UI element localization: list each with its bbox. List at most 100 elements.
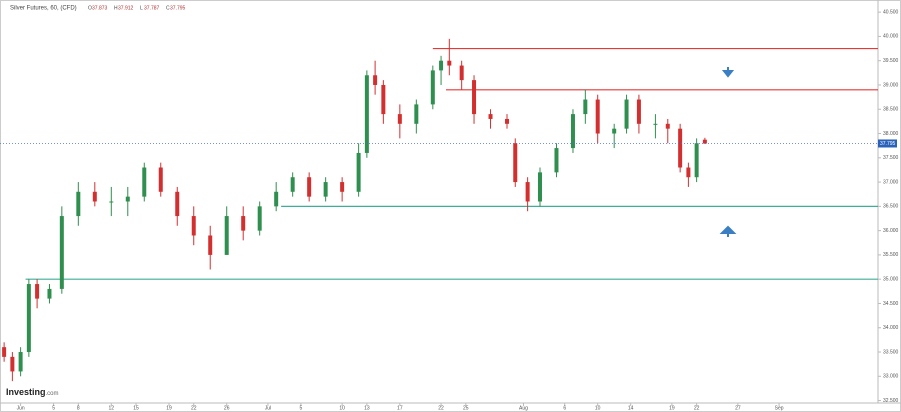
candle-body <box>694 143 699 178</box>
candle-body <box>430 70 435 105</box>
candle-body <box>224 216 229 255</box>
y-tick-label: 39.500 <box>883 58 899 64</box>
y-tick-label: 37.000 <box>883 179 899 185</box>
candle-body <box>191 216 196 236</box>
candle-body <box>10 356 15 372</box>
x-tick-label: 19 <box>669 405 675 411</box>
chart-title: Silver Futures, 60, (CFD) <box>10 6 77 12</box>
candle-body <box>583 99 588 115</box>
x-tick-label: 25 <box>463 405 469 411</box>
candle-body <box>636 99 641 124</box>
x-tick-label: Sep <box>775 405 784 411</box>
y-tick-label: 37.500 <box>883 155 899 161</box>
ohlc-value: 37.795 <box>170 5 186 11</box>
candle-body <box>373 75 378 85</box>
candle-body <box>364 75 369 153</box>
candle-body <box>158 167 163 192</box>
y-tick-label: 40.500 <box>883 9 899 15</box>
candle-body <box>241 216 246 231</box>
brand-name: Investing <box>6 387 46 397</box>
x-tick-label: Aug <box>519 405 528 411</box>
x-tick-label: 14 <box>628 405 634 411</box>
down-arrow <box>721 67 735 78</box>
candle-body <box>612 128 617 134</box>
y-tick-label: 35.000 <box>883 277 899 283</box>
ohlc-key: L <box>140 5 143 11</box>
x-tick-label: 15 <box>133 405 139 411</box>
candle-body <box>414 104 419 124</box>
candle-body <box>257 206 262 231</box>
candle-body <box>537 172 542 202</box>
ohlc-key: C <box>166 5 170 11</box>
candle-body <box>513 143 518 183</box>
ohlc-key: H <box>114 5 118 11</box>
candle-body <box>624 99 629 129</box>
last-price-label: 37.795 <box>880 141 896 147</box>
ohlc-value: 37.912 <box>118 5 134 11</box>
y-tick-label: 33.500 <box>883 349 899 355</box>
candle-body <box>323 182 328 197</box>
candle-body <box>47 288 52 299</box>
y-tick-label: 34.500 <box>883 301 899 307</box>
x-tick-label: 5 <box>300 405 303 411</box>
x-tick-label: 12 <box>109 405 115 411</box>
candle-body <box>2 347 7 357</box>
y-tick-label: 40.000 <box>883 34 899 40</box>
candle-body <box>18 352 23 372</box>
y-tick-label: 33.000 <box>883 374 899 380</box>
x-tick-label: 10 <box>339 405 345 411</box>
candle-body <box>554 148 559 173</box>
y-tick-label: 36.500 <box>883 204 899 210</box>
x-tick-label: 22 <box>191 405 197 411</box>
candle-body <box>459 65 464 81</box>
candle-body <box>472 80 477 115</box>
x-tick-label: 17 <box>397 405 403 411</box>
candle-body <box>356 152 361 192</box>
candle-body <box>447 60 452 66</box>
candle-body <box>26 284 31 353</box>
x-tick-label: 19 <box>166 405 172 411</box>
ohlc-value: 37.873 <box>92 5 108 11</box>
x-tick-label: Jul <box>265 405 271 411</box>
plot <box>2 38 878 382</box>
x-tick-label: 10 <box>595 405 601 411</box>
y-tick-label: 38.000 <box>883 131 899 137</box>
candle-body <box>35 284 40 299</box>
ohlc-value: 37.787 <box>144 5 160 11</box>
candle-body <box>175 191 180 217</box>
candle-body <box>488 114 493 119</box>
x-tick-label: Jun <box>17 405 25 411</box>
candle-body <box>678 128 683 168</box>
candle-body <box>290 177 295 192</box>
candle-body <box>274 191 279 207</box>
candle-body <box>439 60 444 71</box>
last-price-box <box>878 139 897 148</box>
x-tick-label: 22 <box>694 405 700 411</box>
candle-body <box>686 167 691 178</box>
candle-body <box>208 235 213 255</box>
brand: Investing.com <box>6 387 59 397</box>
candle-body <box>142 167 147 197</box>
x-tick-label: 13 <box>364 405 370 411</box>
x-tick-label: 26 <box>224 405 230 411</box>
candle-body <box>92 191 97 202</box>
y-tick-label: 38.500 <box>883 107 899 113</box>
y-tick-label: 32.500 <box>883 398 899 404</box>
candle-body <box>505 118 510 124</box>
candle-body <box>525 182 530 202</box>
candle-body <box>76 191 81 217</box>
x-tick-label: 5 <box>52 405 55 411</box>
candle-body <box>397 114 402 124</box>
y-tick-label: 36.000 <box>883 228 899 234</box>
brand-suffix: .com <box>46 391 59 397</box>
y-tick-label: 39.000 <box>883 82 899 88</box>
candle-body <box>109 201 114 203</box>
x-tick-label: 27 <box>735 405 741 411</box>
x-tick-label: 6 <box>563 405 566 411</box>
candle-body <box>381 84 386 115</box>
candle-body <box>665 123 670 129</box>
up-arrow <box>719 225 737 237</box>
candle-body <box>307 177 312 197</box>
candle-body <box>340 182 345 192</box>
